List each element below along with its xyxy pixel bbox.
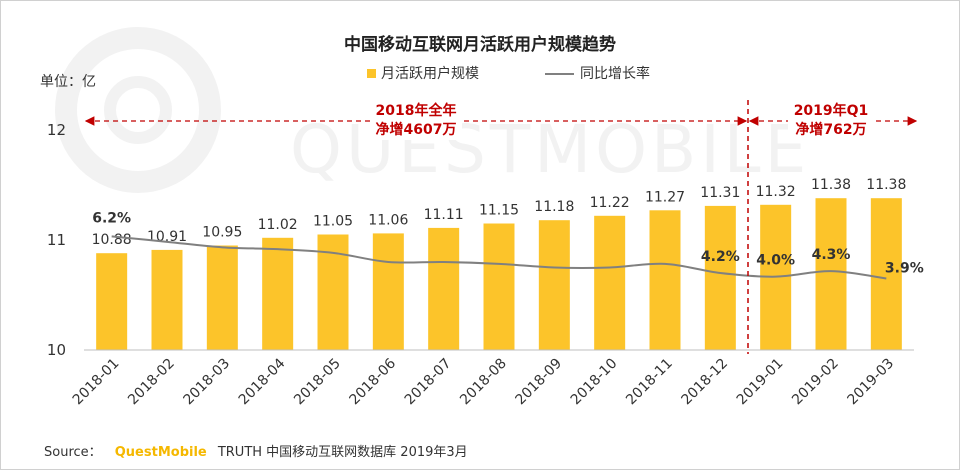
x-tick-label: 2019-01 [734, 356, 787, 409]
x-tick-label: 2018-09 [512, 356, 565, 409]
x-tick-label: 2018-03 [180, 356, 233, 409]
x-tick-label: 2018-11 [623, 356, 676, 409]
annotation-2018-bg [370, 98, 462, 140]
bar-2018-03 [206, 245, 238, 350]
bar-value-label: 11.27 [645, 189, 685, 205]
y-axis: 10 11 12 [47, 121, 66, 359]
bar-series [96, 198, 902, 350]
bar-2019-02 [815, 198, 847, 350]
rate-point-label: 4.3% [812, 247, 851, 263]
y-tick-label: 10 [47, 341, 66, 359]
bar-2018-09 [538, 220, 570, 350]
bar-2018-12 [704, 205, 736, 350]
rate-point-label: 6.2% [92, 210, 131, 226]
unit-label: 单位：亿 [40, 74, 96, 90]
bar-2018-01 [96, 253, 128, 350]
watermark-logo-inner-icon [104, 76, 172, 144]
bar-value-label: 11.11 [424, 207, 464, 223]
bar-value-label: 11.22 [590, 195, 630, 211]
x-tick-label: 2019-03 [844, 356, 897, 409]
bar-value-label: 10.88 [92, 232, 132, 248]
watermark-logo-icon [55, 27, 221, 193]
source-brand: QuestMobile [115, 445, 207, 460]
bar-2019-03 [870, 198, 902, 350]
x-tick-label: 2018-01 [70, 356, 123, 409]
bar-value-label: 11.32 [756, 184, 796, 200]
x-tick-label: 2018-05 [291, 356, 344, 409]
bar-value-label: 11.06 [368, 212, 408, 228]
x-tick-label: 2018-02 [125, 356, 178, 409]
x-tick-label: 2018-04 [236, 355, 289, 408]
x-tick-label: 2018-08 [457, 356, 510, 409]
legend: 月活跃用户规模 同比增长率 [367, 65, 650, 82]
rate-point-label: 4.2% [701, 249, 740, 265]
watermark-text: QUESTMOBILE [290, 111, 810, 188]
annotation-2019q1-bg [788, 98, 874, 140]
x-tick-label: 2018-12 [678, 356, 731, 409]
source-line: Source： QuestMobile TRUTH 中国移动互联网数据库 201… [44, 441, 468, 460]
rate-line-path [111, 235, 887, 280]
source-rest: TRUTH 中国移动互联网数据库 2019年3月 [217, 444, 468, 460]
bar-value-label: 11.38 [811, 177, 851, 193]
legend-line-label: 同比增长率 [580, 65, 650, 82]
bar-value-label: 11.02 [258, 217, 298, 233]
source-prefix: Source： [44, 445, 102, 460]
y-tick-label: 11 [47, 231, 66, 249]
rate-point-label: 3.9% [885, 261, 924, 277]
bar-2018-06 [372, 233, 404, 350]
bar-2018-02 [151, 249, 183, 350]
bar-2018-07 [428, 227, 460, 350]
rate-line-series [111, 235, 887, 280]
x-tick-label: 2018-07 [402, 356, 455, 409]
bar-value-label: 11.15 [479, 203, 519, 219]
chart-title: 中国移动互联网月活跃用户规模趋势 [344, 34, 616, 55]
x-tick-label: 2018-10 [568, 356, 621, 409]
bar-2018-11 [649, 210, 681, 350]
y-tick-label: 12 [47, 121, 66, 139]
x-tick-label: 2019-02 [789, 356, 842, 409]
rate-point-label: 4.0% [756, 253, 795, 269]
bar-value-label: 10.95 [202, 225, 242, 241]
bar-value-label: 11.38 [866, 177, 906, 193]
legend-bar-swatch [367, 69, 376, 78]
annotation-2018-line2: 净增4607万 [376, 121, 457, 138]
x-axis: 2018-01 2018-02 2018-03 2018-04 2018-05 2018-… [70, 349, 914, 409]
bar-2018-08 [483, 223, 515, 350]
bar-value-label: 11.18 [534, 199, 574, 215]
bar-2018-10 [594, 215, 626, 350]
bar-value-label: 11.31 [700, 185, 740, 201]
annotation-2018-line1: 2018年全年 [376, 102, 457, 119]
bar-2018-04 [262, 237, 294, 350]
bar-value-label: 11.05 [313, 214, 353, 230]
x-tick-label: 2018-06 [346, 355, 399, 408]
bar-labels: 10.88 10.91 10.95 11.02 11.05 11.06 11.11 11.15… [92, 177, 907, 248]
annotation-2019q1-line1: 2019年Q1 [794, 102, 869, 119]
legend-bar-label: 月活跃用户规模 [381, 65, 479, 82]
rate-labels: 6.2% 4.2% 4.0% 4.3% 3.9% [92, 210, 923, 276]
annotation-2019q1-line2: 净增762万 [795, 121, 866, 138]
